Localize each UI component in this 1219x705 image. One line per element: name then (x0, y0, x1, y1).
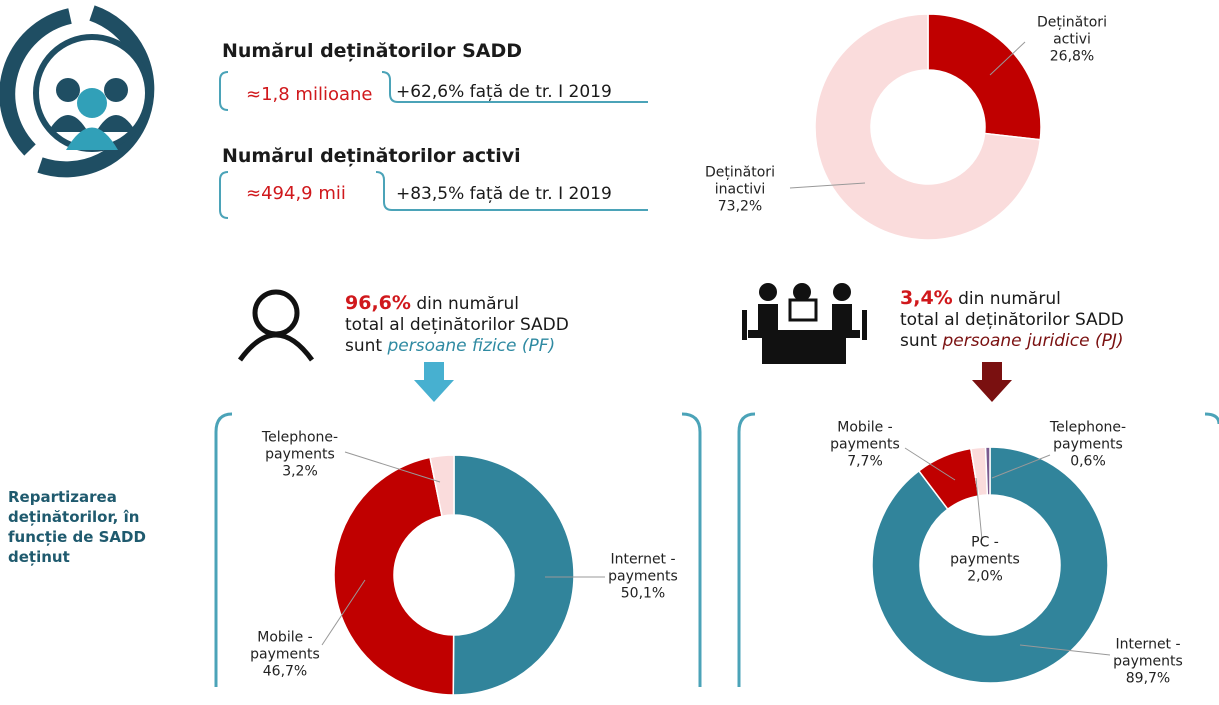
active-value: ≈494,9 mii (246, 183, 346, 204)
slice-value: 2,0% (967, 568, 1003, 585)
slice-value: 50,1% (620, 585, 666, 602)
holders-title: Numărul deținătorilor SADD (222, 40, 523, 62)
slice-category: Mobile - payments (250, 629, 320, 663)
text: din numărul (416, 294, 520, 314)
leader-line (321, 579, 366, 646)
slice-category: Internet - payments (608, 551, 678, 585)
leader-line (975, 477, 983, 541)
arrow-pj (972, 362, 1012, 402)
slice-category: Internet - payments (1113, 636, 1183, 670)
leader-line (789, 182, 866, 189)
slice-value: 89,7% (1125, 670, 1171, 687)
leader-line (989, 41, 1026, 76)
holders-change: +62,6% față de tr. I 2019 (396, 82, 612, 102)
slice-category: Mobile - payments (830, 419, 900, 453)
pf-text: 96,6% din numărul total al deținătorilor … (345, 293, 569, 357)
slice-value: 73,2% (717, 198, 763, 215)
slice-label: Mobile - payments 7,7% (820, 420, 910, 471)
slice-category: Deținători activi (1037, 14, 1107, 48)
slice-value: 3,2% (282, 463, 318, 480)
donut-slice (452, 454, 575, 696)
slice-value: 26,8% (1049, 48, 1095, 65)
leader-line (1019, 644, 1111, 656)
leader-line (904, 447, 956, 481)
active-change: +83,5% față de tr. I 2019 (396, 184, 612, 204)
slice-category: Deținători inactivi (705, 164, 775, 198)
slice-label: PC - payments 2,0% (940, 535, 1030, 586)
pj-share: 3,4% (900, 287, 953, 309)
donut-slice (927, 13, 1042, 141)
slice-label: Mobile - payments 46,7% (240, 630, 330, 681)
text: total al deținătorilor SADD (900, 310, 1124, 330)
donut-slice (871, 446, 1109, 684)
slice-category: Telephone-payments (1049, 419, 1127, 453)
slice-label: Telephone-payments 3,2% (255, 430, 345, 481)
person-icon (237, 289, 315, 362)
people-icon (0, 5, 155, 178)
slice-label: Deținători activi 26,8% (1027, 15, 1117, 66)
slice-value: 0,6% (1070, 453, 1106, 470)
leader-line (991, 454, 1051, 479)
slice-label: Deținători inactivi 73,2% (695, 165, 785, 216)
text: sunt (345, 336, 383, 356)
donut-slice (429, 454, 455, 518)
text: persoane juridice (PJ) (942, 331, 1124, 351)
donut-slice (814, 13, 1042, 241)
text: sunt (900, 331, 938, 351)
slice-value: 46,7% (262, 663, 308, 680)
pf-share: 96,6% (345, 292, 411, 314)
donut-slice (984, 446, 991, 496)
slice-value: 7,7% (847, 453, 883, 470)
text: total al deținătorilor SADD (345, 315, 569, 335)
slice-category: Telephone-payments (261, 429, 339, 463)
active-title: Numărul deținătorilor activi (222, 145, 521, 167)
side-label: Repartizarea deținătorilor, în funcție d… (8, 488, 146, 566)
holders-value: ≈1,8 milioane (246, 84, 373, 105)
text: din numărul (958, 289, 1061, 309)
leader-line (344, 451, 441, 483)
slice-label: Internet - payments 50,1% (598, 552, 688, 603)
brackets (214, 71, 1219, 687)
slice-category: PC - payments (950, 534, 1020, 568)
arrow-pf (414, 362, 454, 402)
slice-label: Internet - payments 89,7% (1103, 637, 1193, 688)
text: persoane fizice (PF) (387, 336, 556, 356)
slice-label: Telephone-payments 0,6% (1043, 420, 1133, 471)
pj-text: 3,4% din numărul total al deținătorilor S… (900, 288, 1124, 352)
donut-slice (333, 456, 455, 696)
meeting-icon (742, 283, 867, 364)
